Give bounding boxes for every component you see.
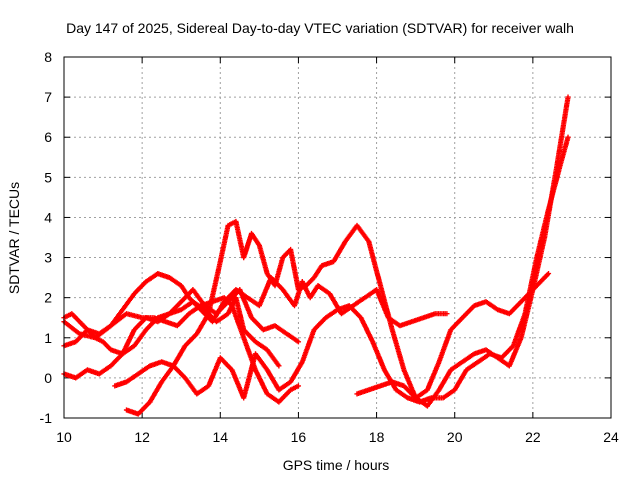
x-tick-label: 16 — [291, 429, 307, 445]
y-tick-label: 0 — [44, 370, 52, 386]
gridlines — [64, 57, 611, 418]
x-tick-label: 24 — [603, 429, 619, 445]
y-tick-label: 3 — [44, 250, 52, 266]
data-series — [61, 94, 571, 417]
y-tick-label: 2 — [44, 290, 52, 306]
series-sat-f — [123, 94, 571, 417]
y-tick-label: -1 — [40, 410, 53, 426]
x-axis-label: GPS time / hours — [283, 457, 390, 473]
x-tick-label: 20 — [447, 429, 463, 445]
x-tick-label: 10 — [56, 429, 72, 445]
x-tick-label: 12 — [134, 429, 150, 445]
series-sat-g — [354, 271, 552, 401]
series-sat-d — [61, 271, 450, 349]
y-tick-label: 1 — [44, 330, 52, 346]
y-axis-label: SDTVAR / TECUs — [6, 182, 22, 294]
series-sat-e — [112, 134, 571, 405]
y-tick-label: 6 — [44, 129, 52, 145]
y-tick-label: 8 — [44, 49, 52, 65]
y-tick-label: 7 — [44, 89, 52, 105]
chart-title: Day 147 of 2025, Sidereal Day-to-day VTE… — [66, 20, 574, 36]
y-tick-label: 5 — [44, 169, 52, 185]
x-tick-label: 14 — [212, 429, 228, 445]
x-tick-label: 22 — [525, 429, 541, 445]
x-tick-label: 18 — [369, 429, 385, 445]
y-tick-label: 4 — [44, 209, 52, 225]
plot-frame — [63, 56, 612, 419]
